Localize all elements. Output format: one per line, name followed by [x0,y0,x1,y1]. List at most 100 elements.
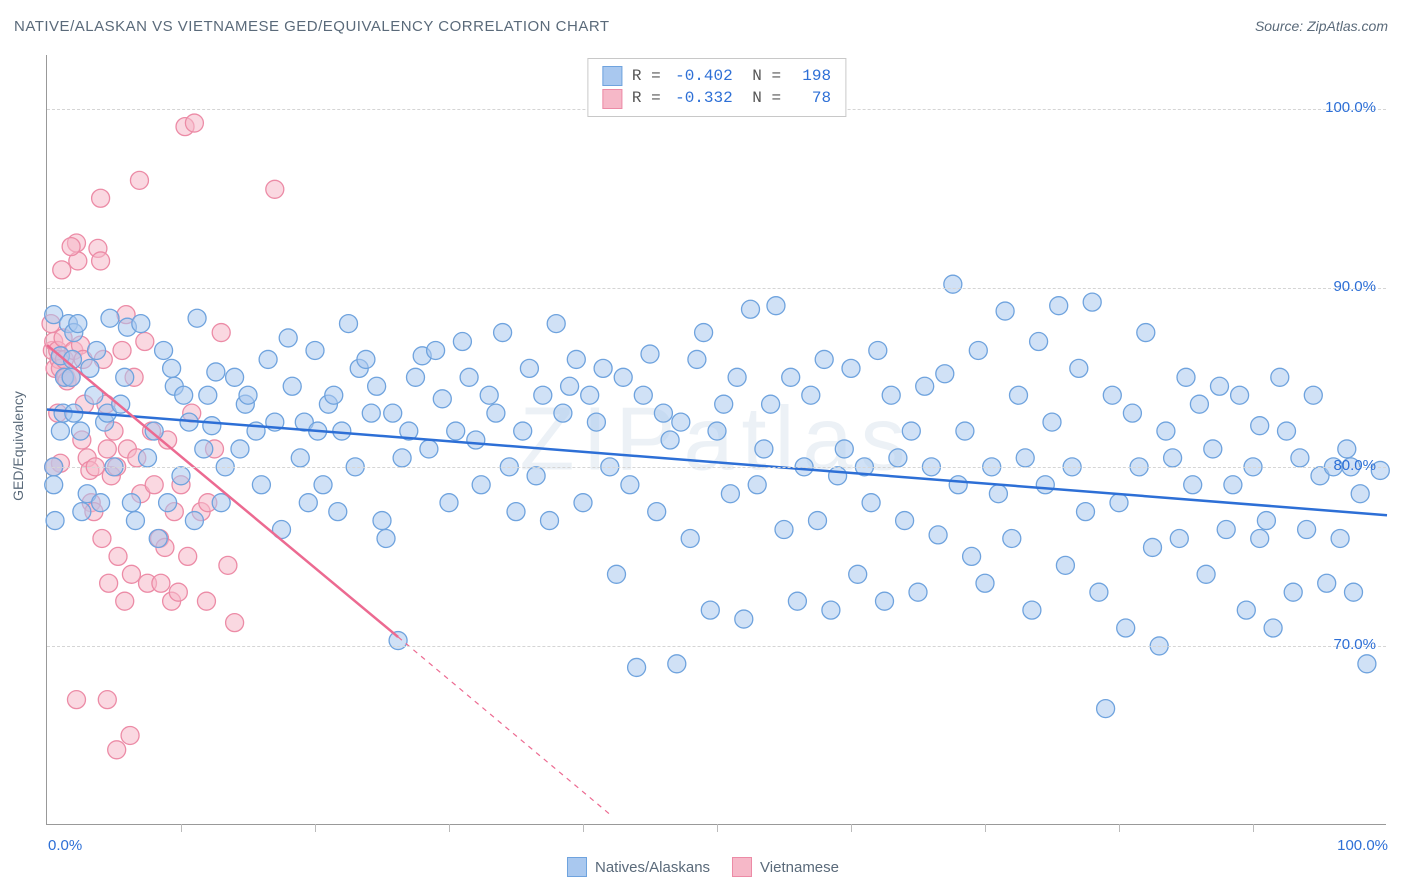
scatter-point [368,377,386,395]
scatter-point [1043,413,1061,431]
scatter-point [306,341,324,359]
scatter-point [185,114,203,132]
series-name: Vietnamese [760,859,839,876]
scatter-point [447,422,465,440]
y-tick-label: 100.0% [1325,99,1376,116]
scatter-point [1170,529,1188,547]
scatter-point [547,315,565,333]
scatter-point [527,467,545,485]
scatter-point [1204,440,1222,458]
legend-series: Natives/Alaskans Vietnamese [567,857,839,877]
legend-item: Vietnamese [732,857,839,877]
scatter-point [53,261,71,279]
scatter-point [113,341,131,359]
scatter-point [688,350,706,368]
scatter-point [100,574,118,592]
scatter-point [283,377,301,395]
scatter-point [1197,565,1215,583]
x-min-label: 0.0% [48,837,82,854]
chart-title: NATIVE/ALASKAN VS VIETNAMESE GED/EQUIVAL… [14,18,610,35]
scatter-point [212,324,230,342]
scatter-point [136,333,154,351]
scatter-point [862,494,880,512]
series-name: Natives/Alaskans [595,859,710,876]
swatch-blue [602,66,622,86]
scatter-point [152,574,170,592]
scatter-point [159,494,177,512]
scatter-point [73,503,91,521]
scatter-point [996,302,1014,320]
scatter-point [748,476,766,494]
scatter-point [393,449,411,467]
scatter-point [574,494,592,512]
scatter-point [956,422,974,440]
scatter-point [721,485,739,503]
scatter-point [742,300,760,318]
scatter-point [169,583,187,601]
scatter-point [634,386,652,404]
scatter-point [126,512,144,530]
scatter-point [279,329,297,347]
y-tick-label: 90.0% [1333,278,1376,295]
trend-line [47,345,398,637]
scatter-point [98,691,116,709]
scatter-point [735,610,753,628]
scatter-point [109,547,127,565]
scatter-point [944,275,962,293]
plot-area: ZIPatlas R = -0.402 N = 198 R = -0.332 N… [46,55,1386,825]
scatter-point [1358,655,1376,673]
scatter-point [788,592,806,610]
scatter-point [1050,297,1068,315]
scatter-point [1036,476,1054,494]
scatter-point [554,404,572,422]
swatch-blue [567,857,587,877]
scatter-point [708,422,726,440]
scatter-point [1070,359,1088,377]
x-tick [583,824,584,832]
x-tick [985,824,986,832]
scatter-point [172,467,190,485]
legend-item: Natives/Alaskans [567,857,710,877]
scatter-point [195,440,213,458]
scatter-point [1304,386,1322,404]
scatter-point [1251,417,1269,435]
scatter-point [541,512,559,530]
scatter-point [259,350,277,368]
scatter-point [755,440,773,458]
scatter-point [1184,476,1202,494]
scatter-point [1077,503,1095,521]
scatter-point [1003,529,1021,547]
scatter-point [101,309,119,327]
scatter-point [325,386,343,404]
scatter-point [1271,368,1289,386]
x-tick [449,824,450,832]
x-tick [717,824,718,832]
y-axis-label: GED/Equivalency [10,391,26,501]
x-tick [181,824,182,832]
trend-line [398,637,610,814]
gridline [47,288,1386,289]
scatter-point [179,547,197,565]
scatter-point [882,386,900,404]
scatter-point [333,422,351,440]
scatter-point [1103,386,1121,404]
scatter-point [869,341,887,359]
scatter-point [594,359,612,377]
scatter-point [219,556,237,574]
scatter-point [122,565,140,583]
scatter-point [672,413,690,431]
scatter-point [139,449,157,467]
scatter-point [641,345,659,363]
scatter-point [648,503,666,521]
scatter-point [92,252,110,270]
scatter-point [809,512,827,530]
scatter-point [534,386,552,404]
scatter-point [487,404,505,422]
scatter-point [1164,449,1182,467]
r-value: -0.332 [671,87,733,109]
scatter-point [188,309,206,327]
scatter-point [480,386,498,404]
scatter-point [889,449,907,467]
scatter-point [802,386,820,404]
scatter-point [1224,476,1242,494]
